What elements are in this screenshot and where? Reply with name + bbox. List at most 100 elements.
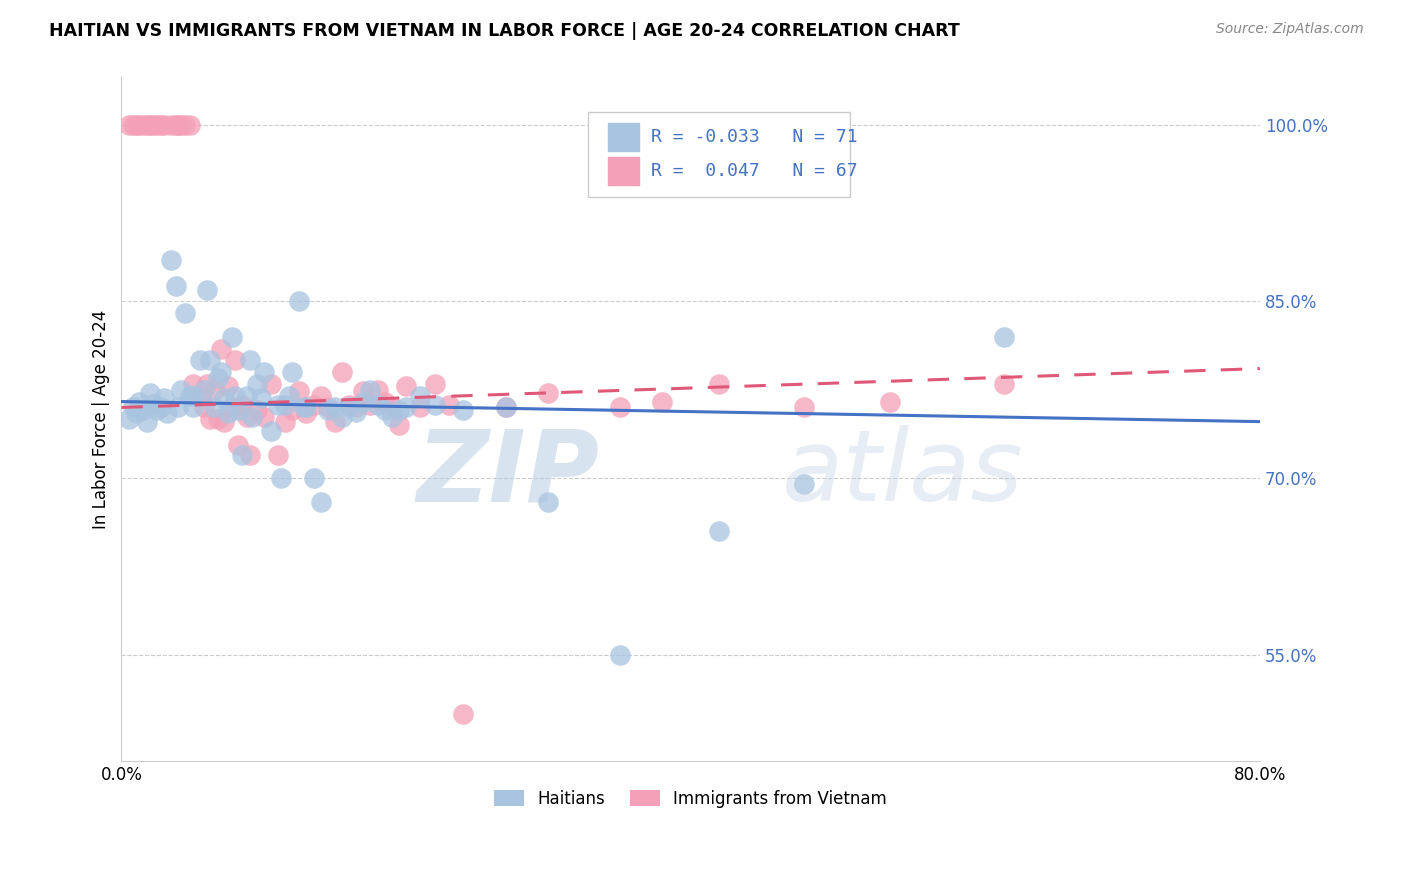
Point [374, 394, 396, 409]
Point [150, 118, 173, 132]
Point [395, 379, 418, 393]
Point [246, 402, 269, 417]
Point [181, 401, 204, 415]
Point [451, 402, 474, 417]
Point [167, 118, 190, 132]
FancyBboxPatch shape [588, 112, 851, 197]
Point [153, 118, 176, 132]
Point [121, 401, 143, 415]
Point [437, 398, 460, 412]
Point [278, 389, 301, 403]
Point [153, 391, 176, 405]
Point [423, 376, 446, 391]
Point [195, 283, 218, 297]
Point [221, 401, 243, 415]
Point [193, 383, 215, 397]
Point [170, 383, 193, 397]
Point [381, 401, 404, 415]
Point [221, 330, 243, 344]
Point [537, 386, 560, 401]
Legend: Haitians, Immigrants from Vietnam: Haitians, Immigrants from Vietnam [488, 783, 894, 814]
Point [609, 401, 631, 415]
Point [202, 401, 225, 415]
Point [495, 401, 517, 415]
Point [253, 409, 276, 424]
Point [651, 394, 673, 409]
Point [352, 384, 374, 398]
Point [451, 706, 474, 721]
Bar [607, 157, 640, 186]
Point [124, 406, 146, 420]
Point [495, 401, 517, 415]
Point [117, 118, 139, 132]
Point [235, 409, 257, 424]
Point [198, 412, 221, 426]
Point [609, 648, 631, 662]
Point [367, 398, 389, 412]
Point [260, 376, 283, 391]
Point [793, 401, 815, 415]
Point [344, 405, 367, 419]
Point [793, 477, 815, 491]
Point [388, 402, 411, 417]
Text: ZIP: ZIP [416, 425, 599, 523]
Point [132, 402, 155, 417]
Point [292, 401, 315, 415]
Text: HAITIAN VS IMMIGRANTS FROM VIETNAM IN LABOR FORCE | AGE 20-24 CORRELATION CHART: HAITIAN VS IMMIGRANTS FROM VIETNAM IN LA… [49, 22, 960, 40]
Point [240, 409, 263, 424]
Point [295, 406, 318, 420]
Point [274, 398, 297, 412]
Point [117, 412, 139, 426]
Point [231, 398, 253, 412]
Point [367, 383, 389, 397]
Point [217, 406, 239, 420]
Point [344, 401, 367, 415]
Point [209, 365, 232, 379]
Point [224, 353, 246, 368]
Point [160, 118, 183, 132]
Point [250, 391, 273, 405]
Point [139, 118, 162, 132]
Point [188, 353, 211, 368]
Point [295, 401, 318, 415]
Point [388, 418, 411, 433]
Point [209, 342, 232, 356]
Bar [607, 122, 640, 152]
Point [181, 389, 204, 403]
Point [707, 376, 730, 391]
Point [207, 412, 229, 426]
Point [409, 401, 432, 415]
Point [246, 376, 269, 391]
Point [993, 376, 1015, 391]
Point [160, 253, 183, 268]
Point [302, 398, 325, 412]
Point [337, 398, 360, 412]
Point [195, 376, 218, 391]
Point [309, 495, 332, 509]
Point [128, 118, 150, 132]
Point [395, 401, 418, 415]
Point [226, 402, 249, 417]
Point [316, 401, 339, 415]
Point [423, 398, 446, 412]
Point [193, 401, 215, 415]
Point [238, 353, 260, 368]
Point [224, 389, 246, 403]
Text: R = -0.033   N = 71: R = -0.033 N = 71 [651, 128, 858, 146]
Point [150, 401, 173, 415]
Point [124, 118, 146, 132]
Point [170, 118, 193, 132]
Point [207, 371, 229, 385]
Point [267, 448, 290, 462]
Point [212, 391, 235, 405]
Point [316, 402, 339, 417]
Text: R =  0.047   N = 67: R = 0.047 N = 67 [651, 162, 858, 180]
Point [165, 118, 187, 132]
Point [274, 415, 297, 429]
Text: atlas: atlas [782, 425, 1024, 523]
Point [121, 118, 143, 132]
Text: Source: ZipAtlas.com: Source: ZipAtlas.com [1216, 22, 1364, 37]
Point [202, 383, 225, 397]
Point [260, 424, 283, 438]
Point [132, 118, 155, 132]
